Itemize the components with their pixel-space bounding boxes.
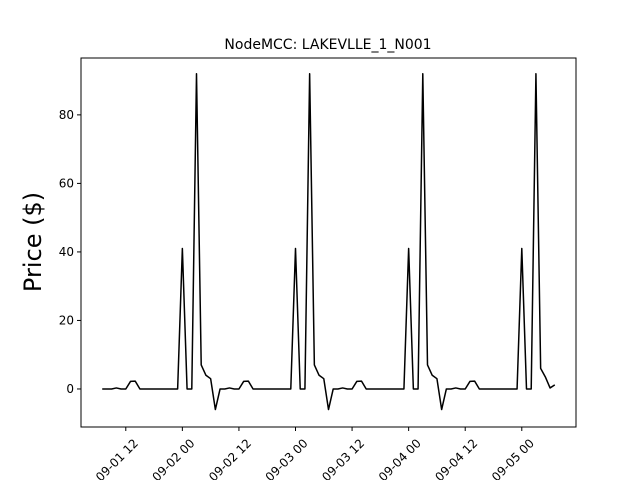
x-tick-label: 09-04 00	[376, 436, 424, 480]
x-tick-label: 09-01 12	[93, 436, 141, 480]
y-tick-label: 20	[59, 313, 74, 327]
x-tick-label: 09-04 12	[432, 436, 480, 480]
y-axis-label: Price ($)	[19, 192, 47, 292]
x-tick-label: 09-02 12	[206, 436, 254, 480]
y-tick-label: 60	[59, 176, 74, 190]
y-tick-label: 0	[66, 382, 74, 396]
x-tick-label: 09-05 00	[489, 436, 537, 480]
x-tick-label: 09-02 00	[150, 436, 198, 480]
x-tick-label: 09-03 12	[319, 436, 367, 480]
y-tick-label: 80	[59, 108, 74, 122]
y-tick-label: 40	[59, 245, 74, 259]
chart-title: NodeMCC: LAKEVLLE_1_N001	[224, 37, 431, 53]
x-tick-label: 09-03 00	[263, 436, 311, 480]
price-line	[102, 73, 556, 411]
plot-frame	[80, 57, 577, 428]
